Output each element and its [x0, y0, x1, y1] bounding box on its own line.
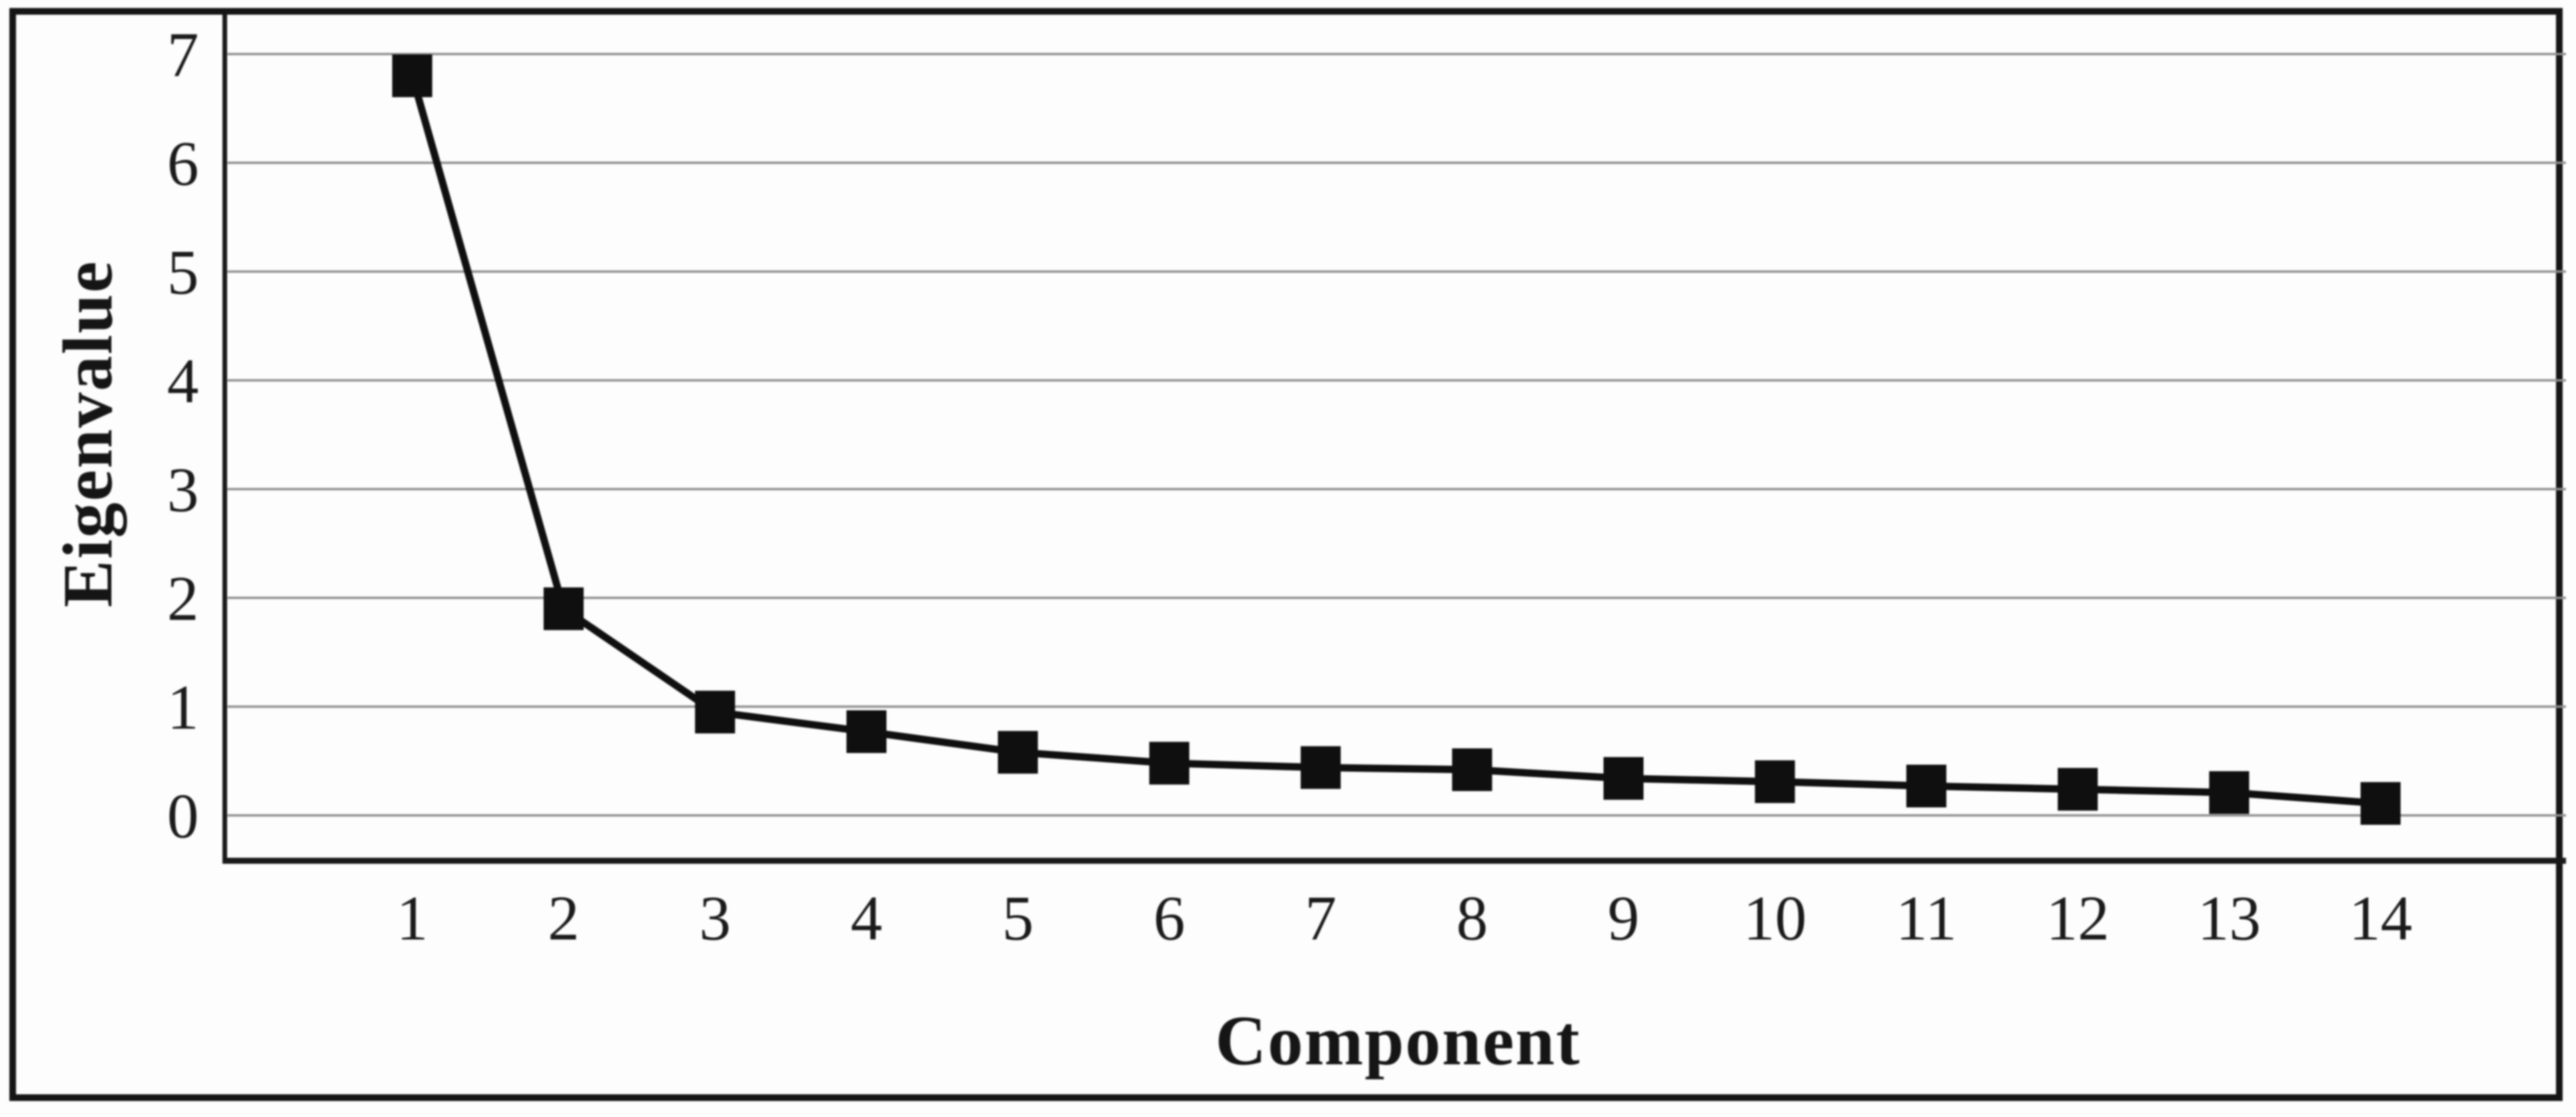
data-point-11	[1906, 764, 1946, 807]
data-point-8	[1452, 748, 1492, 791]
y-tick-label-5: 5	[167, 237, 199, 308]
x-tick-label-1: 1	[396, 883, 428, 954]
data-point-12	[2058, 767, 2098, 811]
y-tick-label-6: 6	[167, 128, 199, 199]
x-tick-label-7: 7	[1305, 883, 1337, 954]
x-tick-label-13: 13	[2198, 883, 2261, 954]
data-point-9	[1603, 757, 1644, 800]
data-point-3	[695, 691, 735, 734]
y-tick-label-4: 4	[167, 346, 199, 416]
data-point-7	[1301, 746, 1341, 789]
x-tick-label-12: 12	[2046, 883, 2110, 954]
x-tick-label-11: 11	[1896, 883, 1956, 954]
data-point-2	[544, 587, 584, 631]
x-tick-label-9: 9	[1607, 883, 1640, 954]
y-tick-label-2: 2	[167, 563, 199, 634]
data-point-6	[1149, 741, 1189, 785]
data-point-10	[1755, 760, 1795, 803]
x-tick-label-3: 3	[699, 883, 731, 954]
x-tick-label-14: 14	[2349, 883, 2413, 954]
x-tick-label-4: 4	[850, 883, 882, 954]
data-point-1	[392, 54, 432, 97]
x-tick-label-2: 2	[548, 883, 580, 954]
x-axis-title: Component	[1215, 1002, 1581, 1080]
data-point-5	[998, 731, 1038, 774]
data-point-14	[2361, 782, 2401, 825]
y-tick-label-3: 3	[167, 454, 199, 525]
figure-border	[9, 8, 2563, 1101]
x-tick-label-5: 5	[1002, 883, 1034, 954]
y-tick-label-7: 7	[167, 19, 199, 90]
data-point-4	[846, 710, 886, 753]
eigenvalue-line	[408, 75, 2381, 807]
x-tick-label-10: 10	[1744, 883, 1807, 954]
x-tick-label-6: 6	[1153, 883, 1185, 954]
y-tick-label-1: 1	[167, 672, 199, 743]
y-axis-title: Eigenvalue	[49, 260, 127, 608]
x-tick-label-8: 8	[1456, 883, 1488, 954]
data-point-13	[2209, 771, 2249, 814]
y-tick-label-0: 0	[167, 781, 199, 851]
